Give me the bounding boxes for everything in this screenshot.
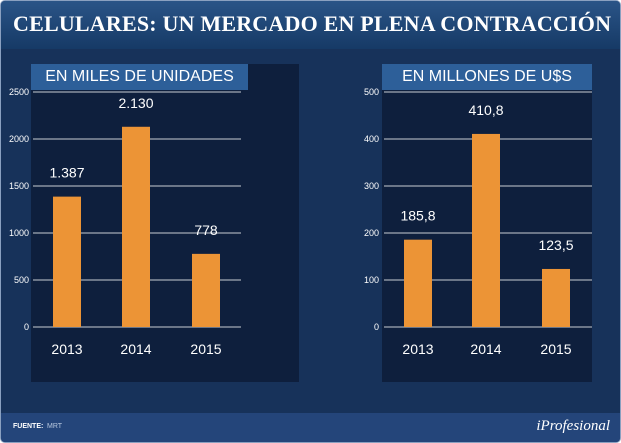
ytick-label-units-0: 0 (24, 322, 29, 332)
xtick-label-revenue-2013: 2013 (402, 341, 433, 357)
bar-units-2013 (53, 196, 81, 327)
source-value: MRT (47, 423, 63, 430)
ytick-label-units-2000: 2000 (9, 134, 29, 144)
data-label-units-2014: 2.130 (118, 95, 153, 111)
bar-units-2014 (122, 126, 150, 327)
data-label-revenue-2013: 185,8 (400, 208, 435, 224)
ytick-label-revenue-100: 100 (364, 275, 379, 285)
chart-title-units: EN MILES DE UNIDADES (31, 64, 248, 90)
ytick-label-units-1000: 1000 (9, 228, 29, 238)
bar-revenue-2014 (472, 133, 500, 327)
ytick-label-units-1500: 1500 (9, 181, 29, 191)
xtick-label-revenue-2014: 2014 (470, 341, 501, 357)
xtick-label-revenue-2015: 2015 (540, 341, 571, 357)
footer: FUENTE: MRT iProfesional (1, 413, 620, 442)
ytick-label-units-2500: 2500 (9, 87, 29, 97)
ytick-label-units-500: 500 (14, 275, 29, 285)
xtick-label-units-2013: 2013 (51, 341, 82, 357)
ytick-label-revenue-400: 400 (364, 134, 379, 144)
ytick-label-revenue-0: 0 (374, 322, 379, 332)
xtick-label-units-2015: 2015 (190, 341, 221, 357)
bar-units-2015 (192, 253, 220, 327)
data-label-units-2015: 778 (194, 222, 218, 238)
xtick-label-units-2014: 2014 (120, 341, 151, 357)
chart-title-revenue: EN MILLONES DE U$S (382, 64, 592, 90)
page-title: CELULARES: UN MERCADO EN PLENA CONTRACCI… (13, 11, 612, 36)
ytick-label-revenue-500: 500 (364, 87, 379, 97)
ytick-label-revenue-300: 300 (364, 181, 379, 191)
data-label-revenue-2014: 410,8 (468, 102, 503, 118)
brand-logo: iProfesional (536, 418, 610, 434)
bar-revenue-2015 (542, 268, 570, 327)
charts-canvas: 050010001500200025001.38720132.130201477… (9, 87, 592, 357)
ytick-label-revenue-200: 200 (364, 228, 379, 238)
title-bar: CELULARES: UN MERCADO EN PLENA CONTRACCI… (1, 1, 620, 49)
data-label-revenue-2015: 123,5 (538, 237, 573, 253)
data-label-units-2013: 1.387 (49, 165, 84, 181)
source-label: FUENTE: (13, 423, 44, 430)
bar-revenue-2013 (404, 239, 432, 327)
